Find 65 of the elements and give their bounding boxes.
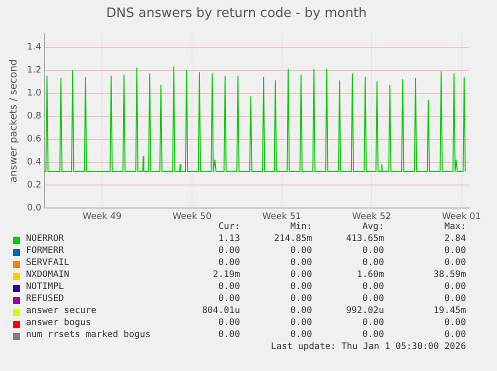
y-axis-title: answer packets / second [8, 59, 20, 183]
text: 0.00 [444, 318, 466, 328]
legend-label: SERVFAIL [26, 258, 70, 268]
text: 0.00 [444, 282, 466, 292]
text: 804.01u [202, 306, 240, 316]
text: 0.00 [444, 246, 466, 256]
text: Last update: Thu Jan 1 05:30:00 2026 [270, 342, 466, 352]
text: 0.00 [290, 294, 312, 304]
text: 0.00 [218, 282, 240, 292]
text: 2.84 [444, 234, 466, 244]
x-tick-label: Week 49 [82, 212, 122, 222]
text: 0.00 [218, 246, 240, 256]
y-tick-label: 0.6 [26, 134, 42, 145]
text: 0.00 [362, 258, 384, 268]
x-tick-label: Week 50 [172, 212, 212, 222]
legend-label: answer secure [26, 306, 96, 316]
text: 1.13 [218, 234, 240, 244]
text: 0.00 [362, 330, 384, 340]
y-tick-label: 0.0 [26, 204, 42, 214]
legend-label: num rrsets marked bogus [26, 330, 151, 340]
x-tick-label: Week 01 [442, 212, 482, 222]
text: 0.00 [290, 246, 312, 256]
legend-label: NXDOMAIN [26, 270, 70, 280]
text: Cur: [218, 222, 240, 232]
text: Min: [290, 222, 312, 232]
text: 0.00 [362, 282, 384, 292]
chart-title: DNS answers by return code - by month [106, 6, 367, 22]
legend-label: NOERROR [26, 234, 64, 244]
text: 2.19m [212, 270, 240, 280]
text: 0.00 [290, 306, 312, 316]
text: 1.60m [356, 270, 384, 280]
text: 19.45m [433, 306, 466, 316]
text: 214.85m [274, 234, 312, 244]
x-tick-label: Week 52 [352, 212, 392, 222]
text: 0.00 [290, 282, 312, 292]
text: 0.00 [218, 318, 240, 328]
text: 0.00 [362, 294, 384, 304]
legend-label: REFUSED [26, 294, 64, 304]
text: Max: [444, 222, 466, 232]
text: Avg: [362, 222, 384, 232]
legend-label: FORMERR [26, 246, 64, 256]
y-tick-label: 0.2 [26, 180, 42, 191]
text: 0.00 [444, 294, 466, 304]
text: 38.59m [433, 270, 466, 280]
text: 0.00 [362, 246, 384, 256]
y-tick-label: 0.4 [26, 158, 42, 168]
text: 0.00 [290, 258, 312, 268]
text: 0.00 [290, 270, 312, 280]
text: 0.00 [290, 330, 312, 340]
legend-label: answer bogus [26, 318, 92, 328]
text: 0.00 [444, 330, 466, 340]
text: 0.00 [444, 258, 466, 268]
y-tick-label: 1.0 [26, 88, 42, 99]
text: 0.00 [290, 318, 312, 328]
text: 0.00 [218, 330, 240, 340]
text: 0.00 [362, 318, 384, 328]
x-tick-label: Week 51 [262, 212, 302, 222]
text: 992.02u [346, 306, 384, 316]
y-tick-label: 1.2 [26, 66, 42, 76]
text: 413.65m [346, 234, 384, 244]
text: 0.00 [218, 258, 240, 268]
text: 0.00 [218, 294, 240, 304]
legend-label: NOTIMPL [26, 282, 64, 292]
y-tick-label: 1.4 [26, 42, 42, 53]
y-tick-label: 0.8 [26, 112, 42, 122]
